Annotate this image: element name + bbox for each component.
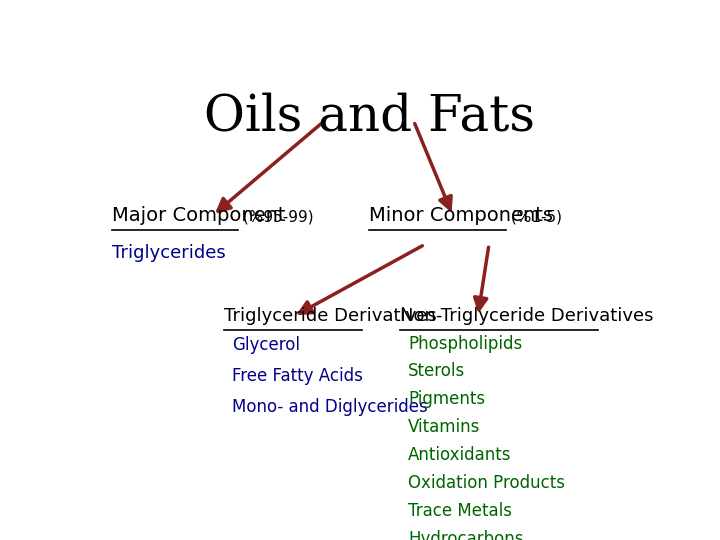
Text: (%95-99): (%95-99)	[238, 210, 313, 225]
Text: Hydrocarbons: Hydrocarbons	[408, 530, 523, 540]
Text: (%1-5): (%1-5)	[505, 210, 562, 225]
Text: Oils and Fats: Oils and Fats	[204, 92, 534, 141]
Text: Triglycerides: Triglycerides	[112, 244, 226, 262]
Text: Sterols: Sterols	[408, 362, 465, 380]
Text: Mono- and Diglycerides: Mono- and Diglycerides	[233, 398, 428, 416]
Text: Free Fatty Acids: Free Fatty Acids	[233, 367, 363, 385]
Text: Antioxidants: Antioxidants	[408, 446, 511, 464]
Text: Minor Components: Minor Components	[369, 206, 553, 225]
Text: Non-Triglyceride Derivatives: Non-Triglyceride Derivatives	[400, 307, 653, 325]
Text: Phospholipids: Phospholipids	[408, 335, 522, 353]
Text: Trace Metals: Trace Metals	[408, 502, 512, 519]
Text: Triglyceride Derivatives: Triglyceride Derivatives	[224, 307, 436, 325]
Text: Major Component: Major Component	[112, 206, 286, 225]
Text: Oxidation Products: Oxidation Products	[408, 474, 565, 492]
Text: Pigments: Pigments	[408, 390, 485, 408]
Text: Vitamins: Vitamins	[408, 418, 480, 436]
Text: Glycerol: Glycerol	[233, 336, 300, 354]
